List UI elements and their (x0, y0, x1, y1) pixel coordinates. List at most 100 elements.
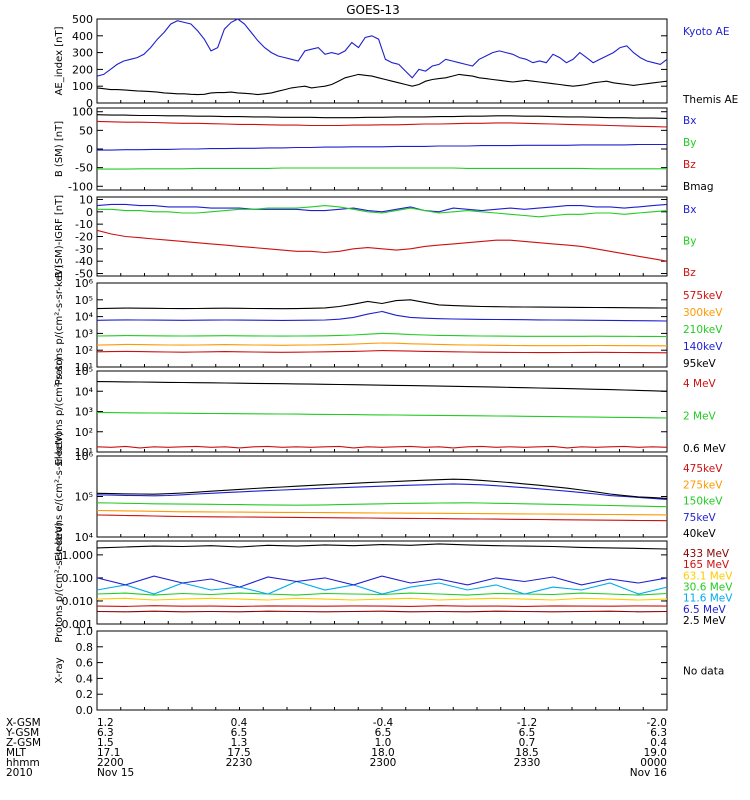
axis-cell: 18.5 (515, 747, 538, 759)
y-tick-label: 0 (86, 97, 93, 110)
chart-title: GOES-13 (346, 3, 400, 17)
axis-cell: 0.7 (519, 737, 536, 749)
panel-4: 10⁶ 10⁵ 10⁴ 10³ 10² 10¹ Protons p/(cm²-s-sr-ke… (54, 265, 723, 386)
y-tick-label: 10² (75, 344, 93, 357)
legend-entry: 6.5 MeV (683, 604, 727, 616)
axis-cell: 0.4 (650, 737, 667, 749)
series-line (96, 502, 668, 508)
legend-entry: 2.5 MeV (683, 615, 727, 627)
series-line (96, 229, 668, 262)
legend-entry: 0.6 MeV (683, 443, 727, 455)
legend-entry: 40keV (683, 528, 717, 540)
row-label: hhmm (6, 757, 40, 769)
legend-entry: 433 MeV (683, 548, 730, 560)
series-line (96, 514, 668, 522)
y-tick-label: -40 (75, 255, 93, 268)
y-tick-label: 0 (86, 143, 93, 156)
axis-cell: 6.5 (375, 727, 392, 739)
y-tick-label: 300 (72, 47, 93, 60)
y-tick-label: 10³ (75, 327, 93, 340)
y-axis-label: Electrons p/(cm²-s-sr) (54, 357, 65, 465)
axis-cell: 18.0 (371, 747, 394, 759)
series-line (96, 597, 668, 601)
legend-entry: 30.6 MeV (683, 582, 733, 594)
y-tick-label: 100 (72, 80, 93, 93)
legend-entry: Bmag (683, 181, 714, 193)
panel-8: 1.0 0.8 0.6 0.4 0.2 0.0 X-ray No data (54, 625, 724, 717)
legend-entry: 275keV (683, 479, 723, 491)
panel-frame (96, 282, 668, 368)
axis-cell: 6.5 (231, 727, 248, 739)
axis-cell: 1.2 (97, 717, 114, 729)
axis-cell: Nov 16 (630, 767, 668, 779)
axis-cell: 6.3 (97, 727, 114, 739)
y-tick-label: 10⁵ (75, 491, 93, 504)
series-line (96, 575, 668, 588)
legend-entry: Bz (683, 159, 696, 171)
y-tick-label: 10² (75, 426, 93, 439)
axis-cell: 17.5 (227, 747, 250, 759)
series-line (96, 299, 668, 310)
row-label: MLT (6, 747, 26, 759)
legend-entry: 11.6 MeV (683, 593, 733, 605)
y-tick-label: 10 (79, 193, 93, 206)
legend-entry: 475keV (683, 463, 723, 475)
y-tick-label: 1.000 (62, 549, 94, 562)
y-tick-label: 0.2 (76, 688, 94, 701)
y-tick-label: 0.6 (76, 657, 94, 670)
panel-5: 10⁵ 10⁴ 10³ 10² 10¹ Electrons p/(cm²-s-sr) 4 M… (54, 357, 727, 465)
panel-1: 500 400 300 200 100 0 AE_index [nT] Kyoto AE The… (54, 13, 738, 110)
axis-cell: Nov 15 (97, 767, 134, 779)
series-line (96, 120, 668, 128)
legend-entry: 63.1 MeV (683, 570, 733, 582)
series-line (96, 445, 668, 449)
y-axis-label: Electrons e/(cm²-s-sr-keV) (54, 432, 65, 561)
y-axis-label: AE_index [nT] (54, 26, 65, 95)
panel-6: 10⁶ 10⁵ 10⁴ Electrons e/(cm²-s-sr-keV) 475ke… (54, 432, 723, 561)
y-tick-label: 10⁴ (75, 311, 94, 324)
axis-cell: 1.0 (375, 737, 392, 749)
y-tick-label: 0.001 (62, 618, 94, 631)
series-line (96, 509, 668, 516)
axis-cell: 6.5 (519, 727, 536, 739)
series-line (96, 114, 668, 119)
axis-cell: -1.2 (517, 717, 538, 729)
y-tick-label: 10³ (75, 406, 93, 419)
legend-entry: 210keV (683, 324, 723, 336)
series-line (96, 332, 668, 338)
legend-entry: 165 MeV (683, 559, 730, 571)
axis-cell: 0000 (640, 757, 667, 769)
legend-entry: Bz (683, 267, 696, 279)
axis-cell: 2330 (514, 757, 541, 769)
axis-cell: 1.3 (231, 737, 248, 749)
series-line (96, 350, 668, 354)
legend-entry: Kyoto AE (683, 26, 729, 38)
series-line (96, 411, 668, 419)
series-line (96, 478, 668, 499)
y-tick-label: 10⁴ (75, 531, 94, 544)
series-line (96, 483, 668, 500)
y-tick-label: 50 (79, 124, 93, 137)
series-line (96, 18, 668, 79)
y-axis-label: B (SM)-IGRF [nT] (54, 195, 65, 278)
y-tick-label: 0.010 (62, 595, 94, 608)
legend-entry: By (683, 137, 696, 149)
axis-cell: 2200 (97, 757, 124, 769)
axis-cell: 6.3 (650, 727, 667, 739)
series-line (96, 381, 668, 392)
y-tick-label: 100 (72, 106, 93, 119)
series-line (96, 580, 668, 595)
y-tick-label: 500 (72, 13, 93, 26)
y-tick-label: 10⁶ (75, 277, 94, 290)
y-tick-label: 0.0 (76, 704, 94, 717)
axis-cell: 2230 (226, 757, 253, 769)
y-tick-label: 0.8 (76, 641, 94, 654)
series-line (96, 543, 668, 550)
panel-frame (96, 455, 668, 538)
y-tick-label: 200 (72, 63, 93, 76)
legend-entry: 4 MeV (683, 378, 717, 390)
y-tick-label: 400 (72, 30, 93, 43)
